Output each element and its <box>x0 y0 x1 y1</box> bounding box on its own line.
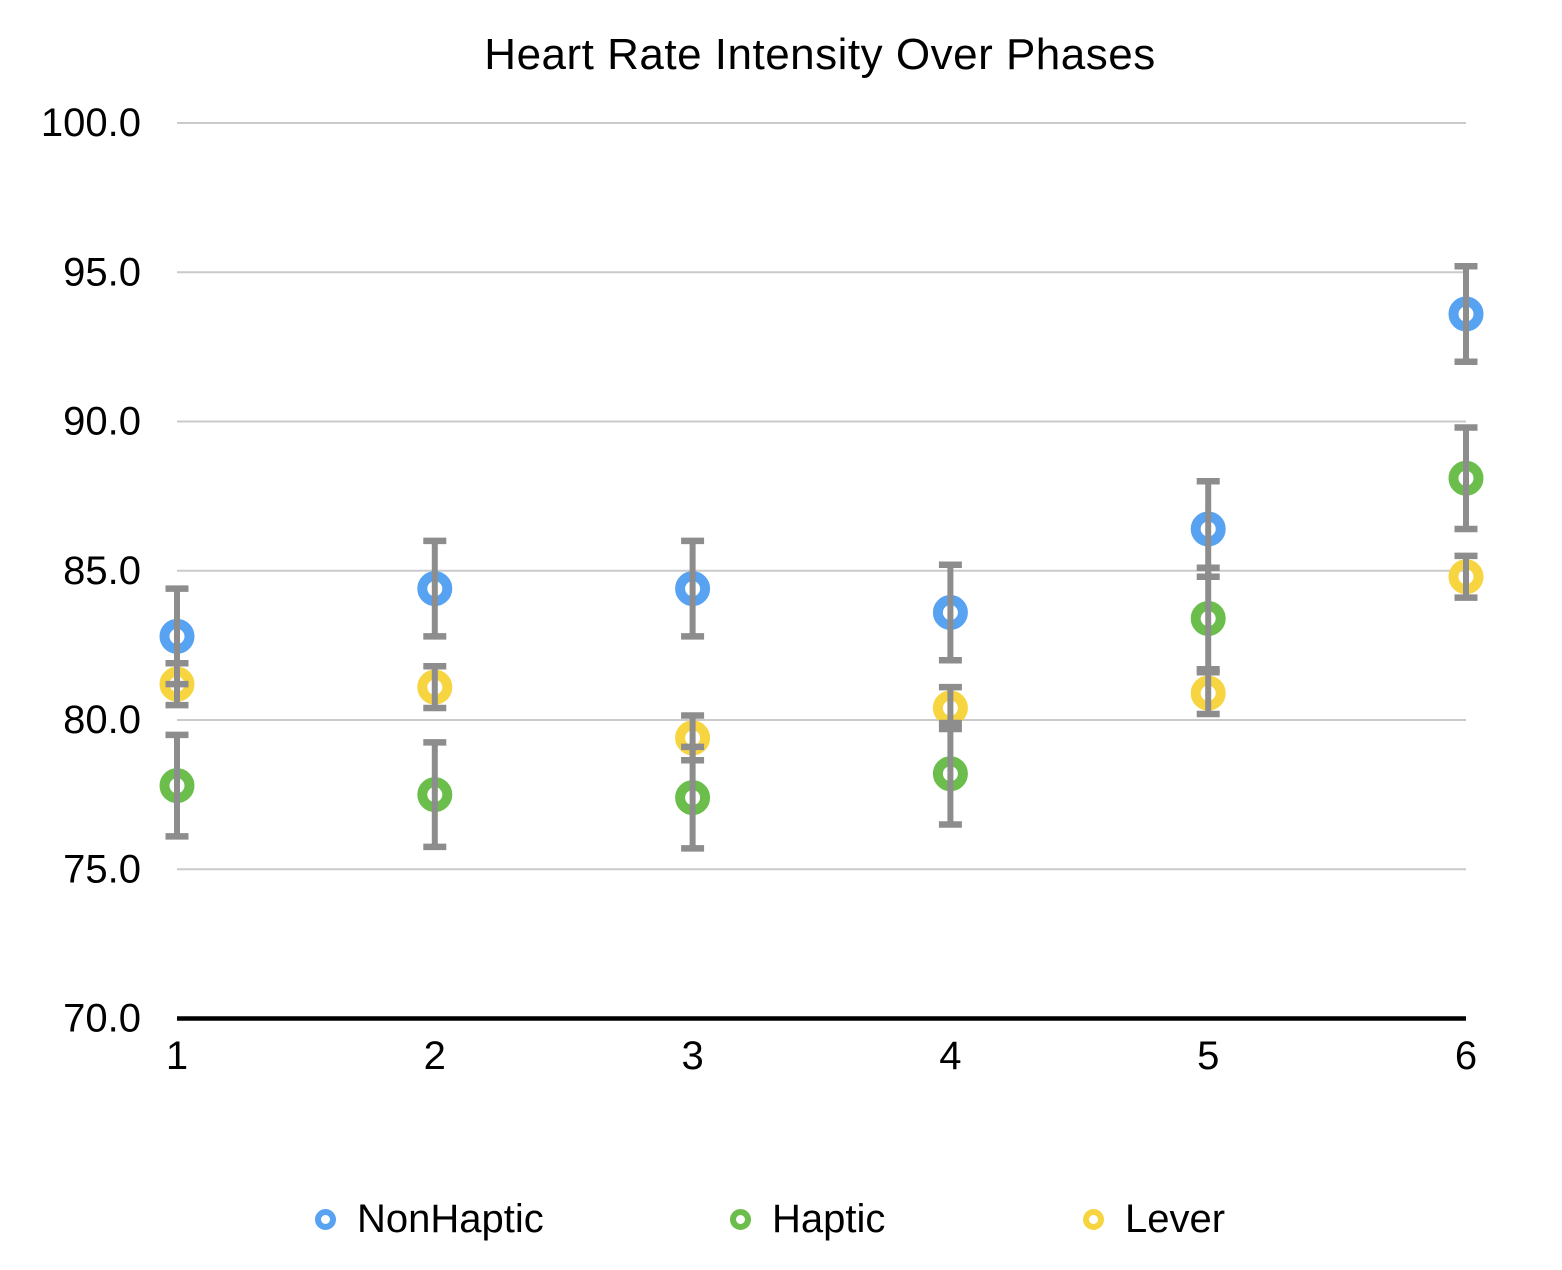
y-tick-label: 100.0 <box>41 101 141 145</box>
y-tick-label: 90.0 <box>63 400 141 444</box>
chart-legend: NonHaptic Haptic Lever <box>0 1194 1562 1244</box>
legend-item-haptic: Haptic <box>730 1194 885 1244</box>
x-tick-label: 6 <box>1455 1034 1477 1078</box>
y-tick-label: 80.0 <box>63 698 141 742</box>
legend-marker-icon <box>730 1208 751 1230</box>
x-tick-label: 3 <box>681 1034 703 1078</box>
legend-marker-icon <box>1083 1208 1104 1230</box>
chart-title: Heart Rate Intensity Over Phases <box>484 30 1156 79</box>
legend-item-lever: Lever <box>1083 1194 1225 1244</box>
x-tick-label: 2 <box>424 1034 446 1078</box>
x-tick-label: 4 <box>939 1034 961 1078</box>
y-tick-label: 95.0 <box>63 250 141 294</box>
x-tick-label: 1 <box>166 1034 188 1078</box>
legend-label: NonHaptic <box>357 1196 544 1241</box>
y-tick-label: 75.0 <box>63 847 141 891</box>
legend-item-nonhaptic: NonHaptic <box>315 1194 544 1244</box>
y-tick-label: 70.0 <box>63 997 141 1041</box>
legend-marker-icon <box>315 1208 336 1230</box>
y-tick-label: 85.0 <box>63 549 141 593</box>
x-tick-label: 5 <box>1197 1034 1219 1078</box>
legend-label: Haptic <box>772 1196 886 1241</box>
legend-label: Lever <box>1125 1196 1226 1241</box>
